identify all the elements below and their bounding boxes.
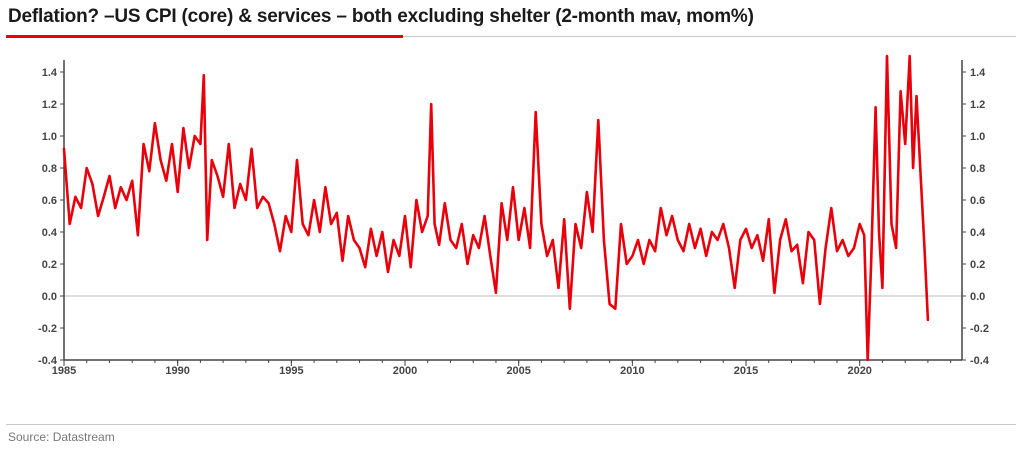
y-tick-label-right: 1.2	[970, 99, 985, 111]
source-note: Source: Datastream	[8, 430, 115, 444]
title-divider-rule	[403, 36, 1016, 37]
series-line	[62, 54, 930, 362]
y-tick-label-left: 0.6	[42, 195, 57, 207]
y-tick-label-right: 1.0	[970, 131, 985, 143]
x-tick-label: 2020	[847, 365, 871, 377]
y-tick-label-left: 1.4	[42, 67, 58, 79]
y-tick-label-left: 0.0	[42, 291, 57, 303]
y-tick-label-right: 0.8	[970, 163, 985, 175]
x-tick-label: 2010	[620, 365, 644, 377]
x-tick-label: 2015	[734, 365, 758, 377]
y-tick-label-left: -0.4	[38, 355, 58, 367]
y-tick-label-left: 1.2	[42, 99, 57, 111]
title-accent-rule	[6, 35, 403, 38]
y-tick-label-right: 0.6	[970, 195, 985, 207]
y-tick-label-right: 0.4	[970, 227, 986, 239]
y-tick-label-right: 1.4	[970, 67, 986, 79]
x-tick-label: 1995	[279, 365, 303, 377]
line-chart: -0.4 -0.4 -0.2 -0.2 0.0 0.0 0.2 0.2 0.4 0.4 0.6 0.6…	[38, 54, 990, 377]
x-tick-label: 1990	[165, 365, 189, 377]
y-tick-label-left: 0.4	[42, 227, 58, 239]
x-tick-label: 1985	[52, 365, 76, 377]
y-tick-label-right: -0.2	[970, 323, 989, 335]
footer-divider-rule	[6, 424, 1016, 425]
y-tick-label-right: 0.0	[970, 291, 985, 303]
y-tick-label-left: 0.2	[42, 259, 57, 271]
y-tick-label-left: 0.8	[42, 163, 57, 175]
x-tick-label: 2005	[506, 365, 530, 377]
y-tick-label-right: -0.4	[970, 355, 990, 367]
y-tick-label-left: 1.0	[42, 131, 57, 143]
chart-title: Deflation? –US CPI (core) & services – b…	[8, 6, 754, 27]
x-tick-label: 2000	[393, 365, 417, 377]
y-tick-label-right: 0.2	[970, 259, 985, 271]
y-tick-label-left: -0.2	[38, 323, 57, 335]
